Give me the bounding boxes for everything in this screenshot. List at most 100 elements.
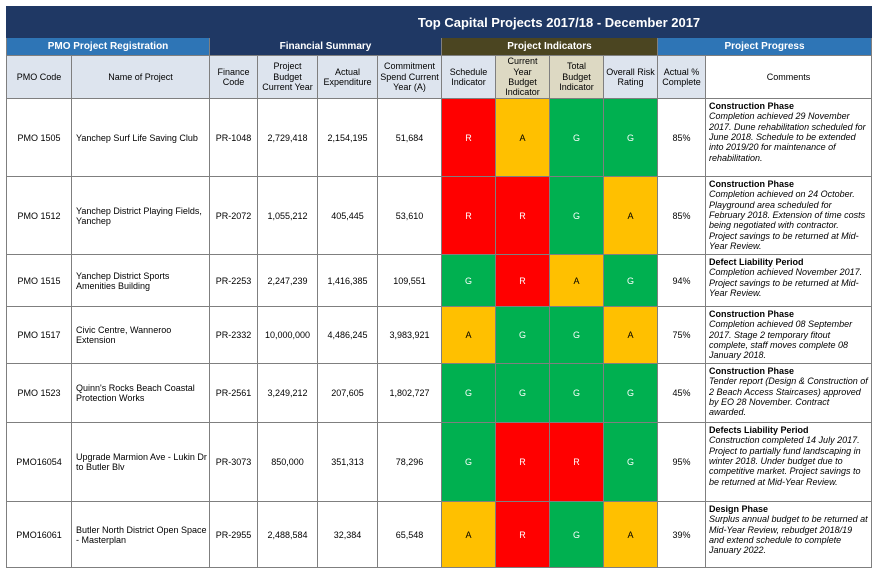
percent-complete-cell: 85%	[657, 176, 706, 255]
table-row: PMO 1515 Yanchep District Sports Amenitie…	[6, 254, 873, 307]
actual-cell: 207,605	[317, 363, 378, 423]
total-budget-indicator-cell: G	[549, 98, 604, 177]
comments-cell: Defects Liability Period Construction com…	[704, 422, 873, 502]
risk-rating-cell: G	[603, 98, 658, 177]
table-row: PMO 1517 Civic Centre, Wanneroo Extension…	[6, 306, 873, 364]
group-header-row: PMO Project Registration Financial Summa…	[6, 37, 873, 56]
schedule-indicator-cell: R	[441, 176, 496, 255]
pmo-code-cell: PMO 1512	[6, 176, 72, 255]
risk-rating-cell: G	[603, 422, 658, 502]
comments-cell: Construction Phase Tender report (Design …	[704, 363, 873, 423]
finance-code-cell: PR-2253	[209, 254, 258, 307]
budget-cell: 2,488,584	[257, 501, 318, 568]
col-risk: Overall Risk Rating	[603, 55, 658, 99]
project-name-cell: Yanchep District Playing Fields, Yanchep	[71, 176, 210, 255]
table-row: PMO 1505 Yanchep Surf Life Saving Club PR-…	[6, 98, 873, 177]
comment-text: Surplus annual budget to be returned at …	[709, 514, 868, 556]
project-name-cell: Yanchep Surf Life Saving Club	[71, 98, 210, 177]
table-row: PMO 1523 Quinn's Rocks Beach Coastal Prot…	[6, 363, 873, 423]
report-title: Top Capital Projects 2017/18 - December …	[5, 6, 873, 38]
pmo-code-cell: PMO 1517	[6, 306, 72, 364]
col-pmo-code: PMO Code	[6, 55, 72, 99]
pmo-code-cell: PMO16054	[6, 422, 72, 502]
finance-code-cell: PR-2072	[209, 176, 258, 255]
phase-label: Construction Phase	[709, 309, 795, 319]
col-project-name: Name of Project	[71, 55, 210, 99]
budget-cell: 2,729,418	[257, 98, 318, 177]
commitment-cell: 65,548	[377, 501, 442, 568]
pmo-code-cell: PMO 1515	[6, 254, 72, 307]
percent-complete-cell: 94%	[657, 254, 706, 307]
risk-rating-cell: A	[603, 306, 658, 364]
current-budget-indicator-cell: R	[495, 176, 550, 255]
actual-cell: 351,313	[317, 422, 378, 502]
percent-complete-cell: 95%	[657, 422, 706, 502]
phase-label: Defect Liability Period	[709, 257, 804, 267]
total-budget-indicator-cell: R	[549, 422, 604, 502]
finance-code-cell: PR-2955	[209, 501, 258, 568]
phase-label: Defects Liability Period	[709, 425, 809, 435]
table-row: PMO 1512 Yanchep District Playing Fields,…	[6, 176, 873, 255]
current-budget-indicator-cell: R	[495, 501, 550, 568]
finance-code-cell: PR-1048	[209, 98, 258, 177]
comment-text: Completion achieved 08 September 2017. S…	[709, 319, 853, 361]
total-budget-indicator-cell: G	[549, 306, 604, 364]
actual-cell: 1,416,385	[317, 254, 378, 307]
actual-cell: 405,445	[317, 176, 378, 255]
col-budget: Project Budget Current Year	[257, 55, 318, 99]
finance-code-cell: PR-3073	[209, 422, 258, 502]
commitment-cell: 3,983,921	[377, 306, 442, 364]
title-row: Top Capital Projects 2017/18 - December …	[5, 6, 873, 38]
col-actual: Actual Expenditure	[317, 55, 378, 99]
group-financial-summary: Financial Summary	[209, 37, 442, 56]
commitment-cell: 78,296	[377, 422, 442, 502]
comment-text: Completion achieved on 24 October. Playg…	[709, 189, 866, 252]
total-budget-indicator-cell: A	[549, 254, 604, 307]
total-budget-indicator-cell: G	[549, 363, 604, 423]
comment-text: Completion achieved 29 November 2017. Du…	[709, 111, 866, 163]
phase-label: Construction Phase	[709, 101, 795, 111]
comments-cell: Construction Phase Completion achieved 29…	[704, 98, 873, 177]
project-rows: PMO 1505 Yanchep Surf Life Saving Club PR-…	[6, 98, 873, 568]
risk-rating-cell: A	[603, 176, 658, 255]
actual-cell: 32,384	[317, 501, 378, 568]
percent-complete-cell: 85%	[657, 98, 706, 177]
budget-cell: 10,000,000	[257, 306, 318, 364]
current-budget-indicator-cell: R	[495, 254, 550, 307]
phase-label: Design Phase	[709, 504, 769, 514]
risk-rating-cell: G	[603, 254, 658, 307]
schedule-indicator-cell: A	[441, 501, 496, 568]
phase-label: Construction Phase	[709, 179, 795, 189]
project-name-cell: Civic Centre, Wanneroo Extension	[71, 306, 210, 364]
col-finance-code: Finance Code	[209, 55, 258, 99]
pmo-code-cell: PMO 1505	[6, 98, 72, 177]
risk-rating-cell: A	[603, 501, 658, 568]
budget-cell: 850,000	[257, 422, 318, 502]
percent-complete-cell: 39%	[657, 501, 706, 568]
column-header-row: PMO Code Name of Project Finance Code Pr…	[6, 55, 873, 99]
current-budget-indicator-cell: R	[495, 422, 550, 502]
schedule-indicator-cell: G	[441, 254, 496, 307]
comments-cell: Construction Phase Completion achieved 08…	[704, 306, 873, 364]
project-name-cell: Yanchep District Sports Amenities Buildi…	[71, 254, 210, 307]
pmo-code-cell: PMO 1523	[6, 363, 72, 423]
percent-complete-cell: 75%	[657, 306, 706, 364]
col-complete: Actual % Complete	[657, 55, 706, 99]
current-budget-indicator-cell: G	[495, 306, 550, 364]
col-total-budget: Total Budget Indicator	[549, 55, 604, 99]
comment-text: Completion achieved November 2017. Proje…	[709, 267, 863, 299]
risk-rating-cell: G	[603, 363, 658, 423]
comments-cell: Construction Phase Completion achieved on…	[704, 176, 873, 255]
comments-cell: Defect Liability Period Completion achiev…	[704, 254, 873, 307]
report-container: Top Capital Projects 2017/18 - December …	[5, 6, 873, 568]
budget-cell: 3,249,212	[257, 363, 318, 423]
commitment-cell: 51,684	[377, 98, 442, 177]
project-name-cell: Upgrade Marmion Ave - Lukin Dr to Butler…	[71, 422, 210, 502]
schedule-indicator-cell: A	[441, 306, 496, 364]
project-name-cell: Quinn's Rocks Beach Coastal Protection W…	[71, 363, 210, 423]
table-row: PMO16061 Butler North District Open Space…	[6, 501, 873, 568]
commitment-cell: 53,610	[377, 176, 442, 255]
schedule-indicator-cell: R	[441, 98, 496, 177]
budget-cell: 2,247,239	[257, 254, 318, 307]
group-project-indicators: Project Indicators	[441, 37, 658, 56]
